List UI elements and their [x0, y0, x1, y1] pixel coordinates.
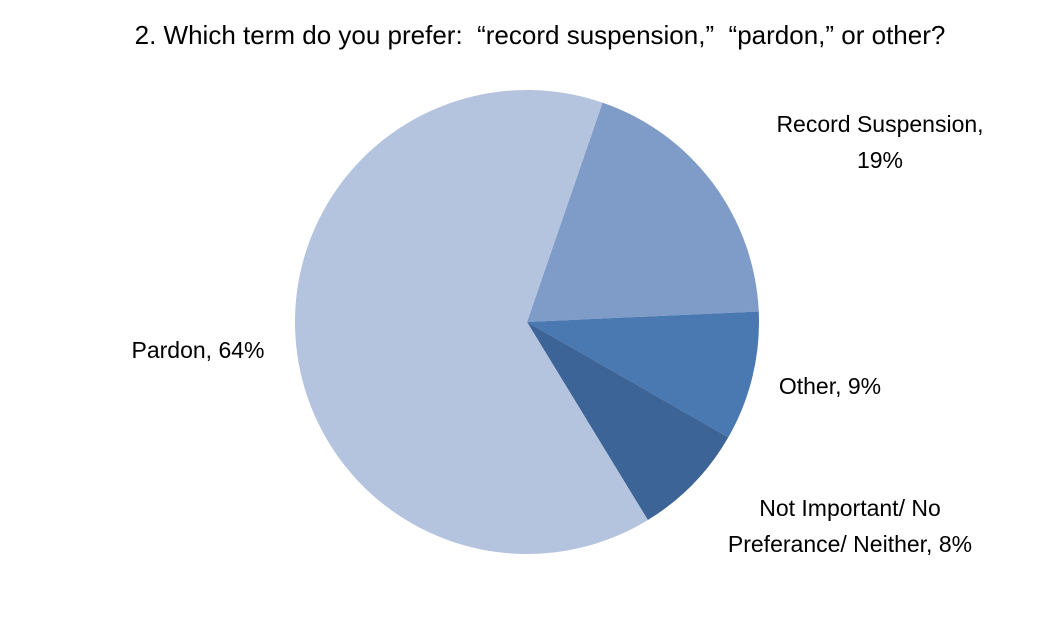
slice-label: Pardon, 64% [108, 332, 288, 368]
pie-slice [527, 102, 759, 322]
category-label: Record Suspension, [776, 111, 984, 137]
slice-label: Not Important/ No Preferance/ Neither, 8… [700, 490, 1000, 562]
pie-slice [527, 322, 729, 521]
category-label: Other, [778, 373, 842, 399]
value-label: 64% [218, 337, 265, 363]
slice-label: Other, 9% [760, 368, 900, 404]
pie-slice [294, 90, 648, 554]
category-label: Not Important/ No Preferance/ Neither, [727, 495, 941, 557]
pie-slice [527, 311, 759, 438]
chart-title: 2. Which term do you prefer: “record sus… [134, 20, 946, 50]
value-label: 19% [856, 147, 904, 173]
category-label: Pardon, [131, 337, 213, 363]
value-label: 9% [847, 373, 882, 399]
value-label: 8% [938, 531, 973, 557]
slice-label: Record Suspension, 19% [740, 106, 1020, 178]
